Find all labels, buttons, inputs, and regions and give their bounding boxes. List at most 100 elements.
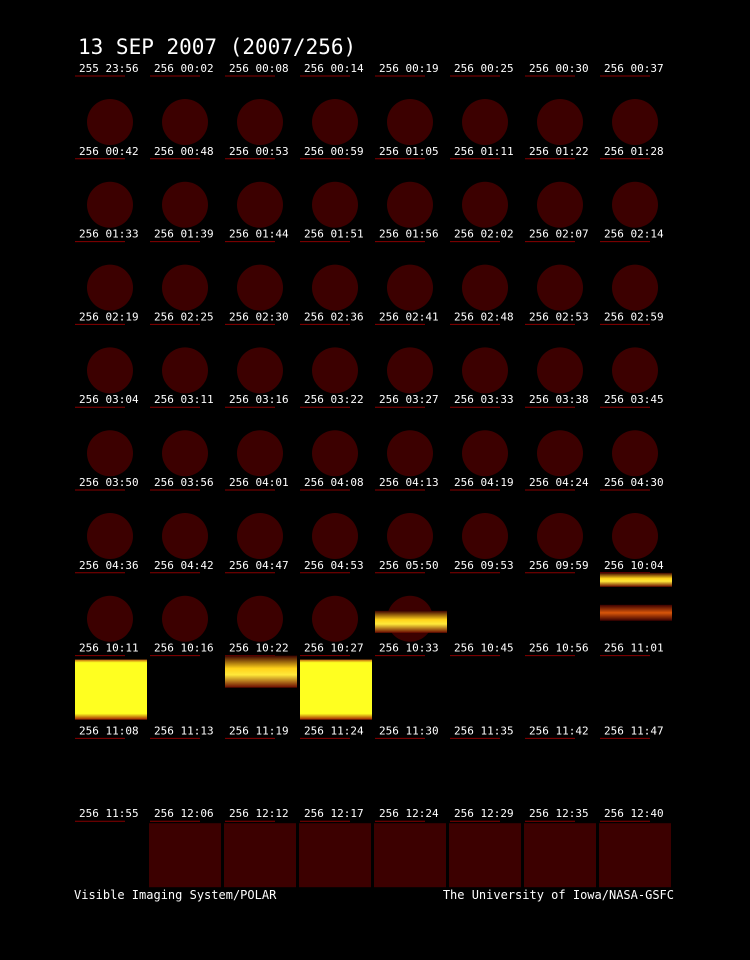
frame-label: 256 00:25 (454, 62, 514, 75)
earth-disk (162, 430, 208, 477)
earth-disk (87, 264, 133, 311)
frame-label: 256 01:28 (604, 145, 664, 158)
earth-disk (462, 181, 508, 228)
earth-disk (387, 181, 433, 228)
earth-disk (537, 347, 583, 394)
earth-disk (237, 347, 283, 394)
earth-disk (462, 99, 508, 145)
dark-frame (224, 823, 296, 888)
earth-disk (237, 430, 283, 477)
frame-label: 256 05:50 (379, 559, 439, 572)
frame-label: 256 00:19 (379, 62, 439, 75)
frame-label: 256 02:59 (604, 310, 664, 323)
frame-label: 256 04:53 (304, 559, 364, 572)
frame-label: 256 02:30 (229, 310, 289, 323)
frame-label: 256 10:22 (229, 642, 289, 655)
frame-label: 256 12:12 (229, 807, 289, 820)
earth-disk (87, 347, 133, 394)
earth-disk (462, 264, 508, 311)
frame-label: 256 02:41 (379, 310, 439, 323)
dark-frame (149, 823, 221, 888)
earth-disk (87, 595, 133, 642)
earth-disk (387, 513, 433, 559)
aurora-band (225, 655, 297, 688)
frame-label: 256 11:19 (229, 724, 289, 737)
earth-disk (87, 430, 133, 477)
frame-label: 256 02:19 (79, 310, 139, 323)
frame-label: 256 00:53 (229, 145, 289, 158)
dark-frame (299, 823, 371, 888)
earth-disk (87, 181, 133, 228)
saturated-frame (75, 659, 147, 720)
earth-disk (162, 595, 208, 642)
frame-label: 256 09:59 (529, 559, 589, 572)
frame-label: 256 00:14 (304, 62, 364, 75)
earth-disk (162, 181, 208, 228)
frame-label: 256 10:45 (454, 642, 514, 655)
frame-label: 256 12:06 (154, 807, 214, 820)
earth-disk (312, 513, 358, 559)
earth-disk (312, 264, 358, 311)
aurora-band (600, 604, 672, 621)
frame-label: 256 01:11 (454, 145, 514, 158)
frame-label: 256 03:04 (79, 393, 139, 406)
frame-label: 256 04:08 (304, 476, 364, 489)
frame-label: 256 11:13 (154, 724, 214, 737)
title: 13 SEP 2007 (2007/256) (78, 35, 356, 59)
frame-label: 256 04:36 (79, 559, 139, 572)
earth-disk (162, 99, 208, 145)
frame-label: 256 03:22 (304, 393, 364, 406)
earth-disk (387, 264, 433, 311)
earth-disk (162, 513, 208, 559)
frame-label: 256 01:33 (79, 228, 139, 241)
frame-label: 256 11:24 (304, 724, 364, 737)
earth-disk (612, 181, 658, 228)
frame-label: 256 12:24 (379, 807, 439, 820)
frame-label: 256 02:48 (454, 310, 514, 323)
frame-label: 256 11:35 (454, 724, 514, 737)
earth-disk (87, 99, 133, 145)
earth-disk (462, 513, 508, 559)
frame-label: 256 11:55 (79, 807, 139, 820)
frame-label: 256 00:48 (154, 145, 214, 158)
frame-label: 256 10:56 (529, 642, 589, 655)
frame-label: 256 01:05 (379, 145, 439, 158)
frame-label: 256 02:53 (529, 310, 589, 323)
earth-disk (612, 513, 658, 559)
frame-label: 256 04:47 (229, 559, 289, 572)
frame-label: 256 11:01 (604, 642, 664, 655)
frame-label: 256 04:19 (454, 476, 514, 489)
frame-label: 256 04:24 (529, 476, 589, 489)
earth-disk (537, 513, 583, 559)
frame-label: 256 10:04 (604, 559, 664, 572)
aurora-band (600, 572, 672, 587)
frame-label: 256 02:07 (529, 228, 589, 241)
earth-disk (537, 99, 583, 145)
frame-label: 256 01:56 (379, 228, 439, 241)
frame-label: 256 03:11 (154, 393, 214, 406)
earth-disk (237, 264, 283, 311)
frame-label: 256 02:02 (454, 228, 514, 241)
earth-disk (87, 513, 133, 559)
earth-disk (387, 99, 433, 145)
dark-frame (449, 823, 521, 888)
earth-disk (612, 430, 658, 477)
frame-label: 256 10:11 (79, 642, 139, 655)
frame-label: 255 23:56 (79, 62, 139, 75)
frame-label: 256 03:50 (79, 476, 139, 489)
frame-label: 256 02:25 (154, 310, 214, 323)
frame-label: 256 04:30 (604, 476, 664, 489)
frame-label: 256 01:39 (154, 228, 214, 241)
frame-label: 256 00:02 (154, 62, 214, 75)
earth-disk (312, 595, 358, 642)
earth-disk (537, 430, 583, 477)
earth-disk (312, 430, 358, 477)
frame-label: 256 01:44 (229, 228, 289, 241)
earth-disk (312, 181, 358, 228)
earth-disk (237, 181, 283, 228)
frame-label: 256 00:30 (529, 62, 589, 75)
frame-label: 256 12:17 (304, 807, 364, 820)
